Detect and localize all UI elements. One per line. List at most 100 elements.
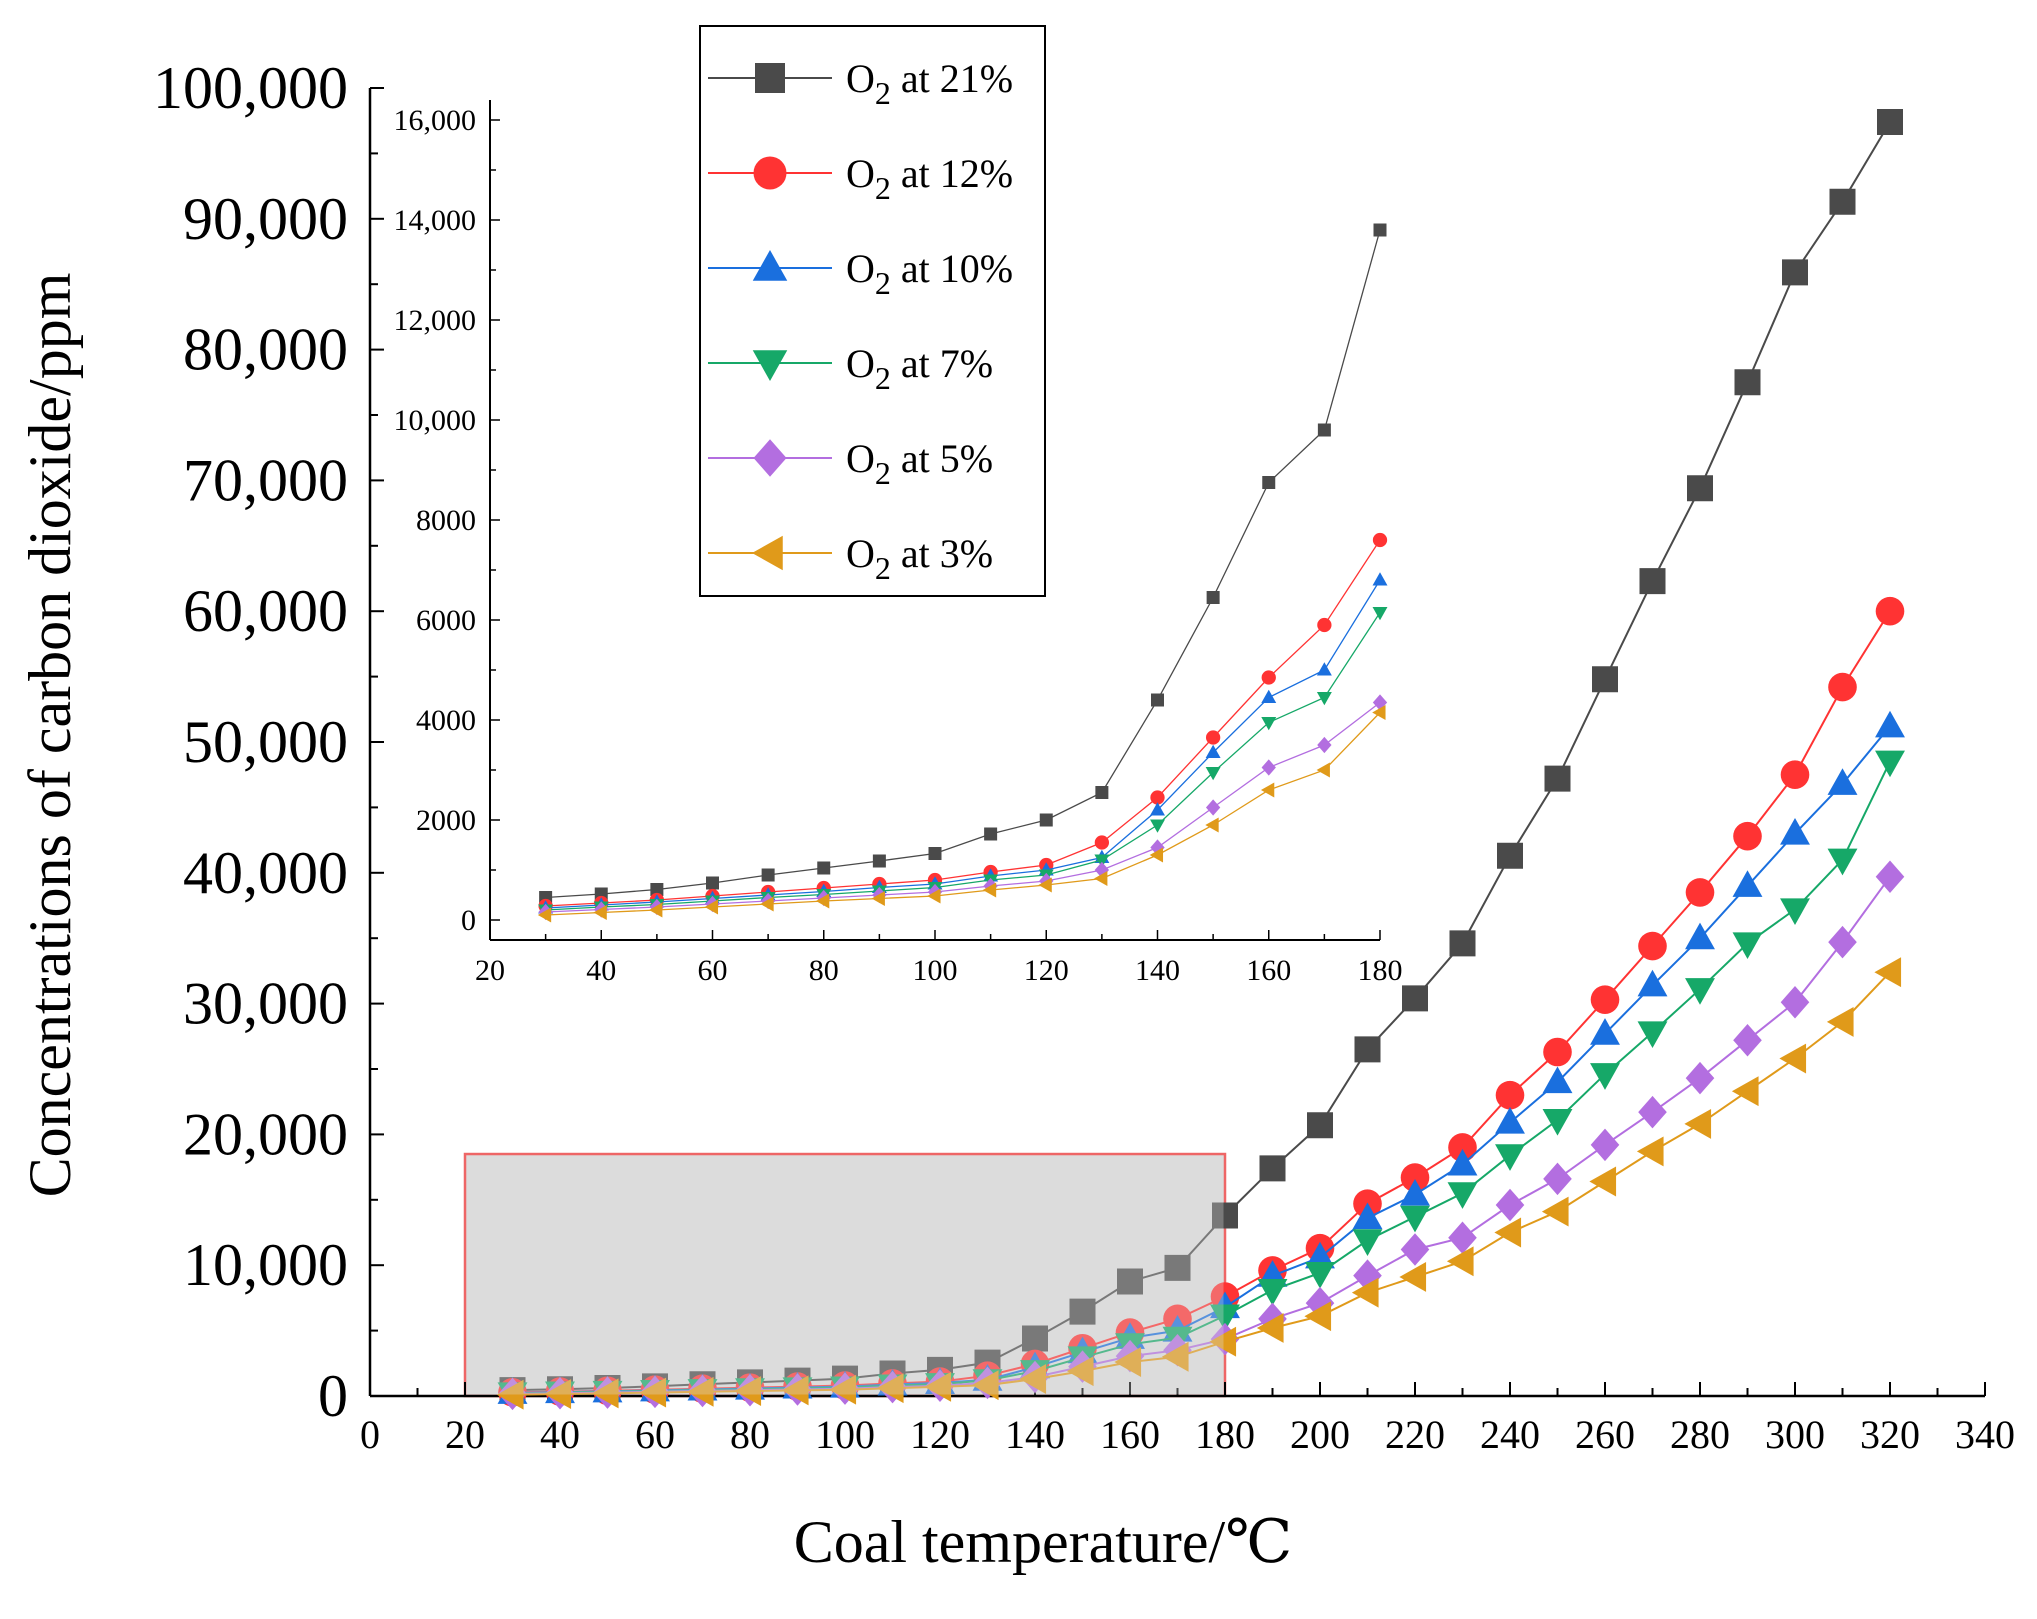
inset-data-point (593, 905, 607, 920)
inset-data-point (1372, 572, 1388, 586)
x-tick-label: 340 (1955, 1412, 2015, 1457)
inset-data-point (537, 907, 552, 923)
data-point (686, 1376, 714, 1407)
data-point (1351, 1277, 1379, 1308)
legend-label-main: O (846, 531, 875, 576)
data-point (1780, 817, 1810, 845)
data-point (1733, 1023, 1762, 1057)
data-point (1590, 1018, 1620, 1045)
inset-data-point (1317, 423, 1331, 437)
inset-data-point (984, 827, 998, 841)
inset-data-point (1261, 670, 1276, 685)
legend-label-subscript: 2 (875, 75, 891, 111)
y-tick-label: 20,000 (183, 1101, 348, 1167)
x-tick-label: 260 (1575, 1412, 1635, 1457)
data-point (1637, 1021, 1668, 1048)
inset-y-tick-label: 10,000 (394, 404, 477, 437)
data-point (1592, 666, 1618, 693)
legend: O2 at 21%O2 at 12%O2 at 10%O2 at 7%O2 at… (699, 25, 1046, 597)
inset-data-point (1261, 689, 1277, 704)
data-point (1827, 768, 1858, 795)
y-tick-label: 50,000 (183, 709, 348, 775)
data-point (1117, 1268, 1143, 1295)
data-point (1257, 1279, 1288, 1306)
x-tick-label: 20 (445, 1412, 485, 1457)
x-tick-label: 180 (1195, 1412, 1255, 1457)
legend-box (699, 25, 1046, 597)
legend-label-main: O (846, 246, 875, 291)
inset-series-line (545, 229, 1381, 899)
data-point (1448, 1221, 1477, 1254)
inset-series-line (545, 612, 1381, 911)
data-point (1164, 1254, 1191, 1281)
data-point (1684, 1108, 1712, 1139)
legend-label: O2 at 21% (846, 56, 1013, 111)
inset-series-line (545, 539, 1381, 907)
data-point (1779, 1043, 1807, 1074)
data-point (1449, 930, 1476, 957)
data-point (876, 1373, 904, 1404)
data-point (924, 1371, 952, 1402)
inset-series-group (537, 223, 1388, 923)
data-point (1734, 369, 1761, 396)
data-point (1212, 1202, 1238, 1229)
inset-series-line (545, 712, 1381, 916)
data-point (1685, 978, 1715, 1005)
data-point (1304, 1301, 1332, 1332)
inset-data-point (1260, 782, 1275, 798)
data-point (1069, 1298, 1096, 1325)
data-point (1541, 1196, 1569, 1227)
data-point (1447, 1148, 1478, 1176)
inset-data-point (1205, 799, 1221, 816)
data-point (1114, 1347, 1142, 1377)
inset-data-point (1095, 786, 1109, 799)
y-tick-label: 70,000 (183, 447, 348, 513)
inset-data-point (1149, 847, 1164, 863)
highlight-region-layer (463, 1152, 1227, 1398)
legend-label-main: O (846, 56, 875, 101)
data-point (1497, 842, 1523, 869)
legend-item-1: O2 at 12% (708, 151, 1013, 206)
data-point (1542, 1066, 1573, 1094)
legend-label-rest: at 10% (891, 246, 1013, 291)
x-tick-label: 220 (1385, 1412, 1445, 1457)
data-point (1638, 1095, 1667, 1129)
inset-data-point (1094, 835, 1110, 850)
x-tick-label: 100 (815, 1412, 875, 1457)
inset-data-point (1206, 591, 1220, 604)
legend-marker (755, 63, 785, 93)
inset-data-point (1205, 744, 1221, 759)
data-point (1874, 957, 1902, 988)
data-point (1400, 1178, 1430, 1206)
data-point (1826, 1006, 1854, 1037)
data-point (971, 1370, 999, 1401)
data-point (1494, 1217, 1522, 1248)
data-point (1305, 1241, 1335, 1269)
data-point (1402, 985, 1428, 1012)
data-point (1685, 878, 1715, 907)
legend-label-subscript: 2 (875, 170, 891, 206)
data-point (544, 1379, 572, 1409)
legend-label-rest: at 12% (891, 151, 1013, 196)
data-point (1495, 1144, 1525, 1171)
inset-data-point (706, 876, 719, 890)
data-point (1542, 1108, 1573, 1136)
data-point (1307, 1112, 1333, 1139)
data-point (1687, 475, 1713, 502)
inset-data-point (815, 893, 830, 909)
inset-series-0 (539, 223, 1387, 904)
legend-marker (753, 156, 787, 190)
x-tick-label: 0 (360, 1412, 380, 1457)
main-series-group (466, 109, 1905, 1411)
legend-label-rest: at 7% (891, 341, 993, 386)
inset-data-point (1094, 871, 1108, 886)
inset-y-tick-label: 0 (461, 904, 476, 937)
data-point (1780, 898, 1810, 926)
inset-y-tick-label: 2000 (416, 804, 476, 837)
legend-label: O2 at 5% (846, 436, 993, 491)
legend-label-rest: at 21% (891, 56, 1013, 101)
legend-marker (753, 439, 787, 477)
inset-data-point (872, 854, 886, 868)
inset-data-point (1150, 790, 1165, 805)
x-tick-label: 300 (1765, 1412, 1825, 1457)
